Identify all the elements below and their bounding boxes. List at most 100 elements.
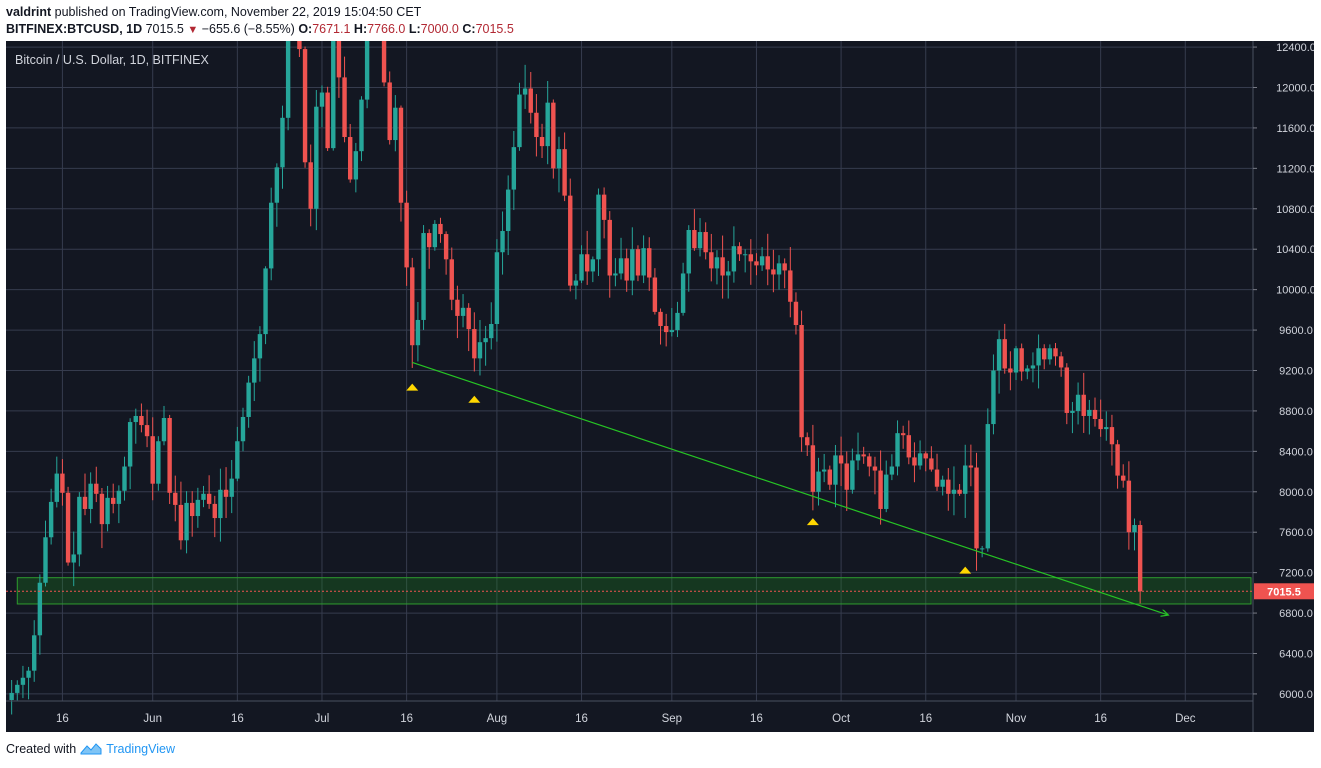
candle bbox=[613, 258, 618, 287]
candle bbox=[1002, 323, 1007, 374]
candle-body bbox=[1058, 356, 1064, 368]
candle-body bbox=[240, 416, 246, 442]
candle bbox=[201, 485, 206, 508]
candle bbox=[511, 130, 517, 211]
candle-body bbox=[1019, 348, 1024, 372]
y-tick-label: 10800.0 bbox=[1276, 204, 1314, 216]
candle-body bbox=[833, 455, 838, 485]
tradingview-brand[interactable]: TradingView bbox=[106, 742, 175, 756]
x-tick-label: Nov bbox=[1006, 713, 1027, 725]
candle-body bbox=[477, 342, 483, 359]
y-tick-label: 7600.0 bbox=[1279, 527, 1313, 539]
candle-body bbox=[32, 635, 37, 671]
candle bbox=[494, 239, 500, 342]
candle bbox=[900, 425, 906, 449]
candle bbox=[1109, 414, 1115, 466]
candle bbox=[1030, 352, 1036, 383]
candle bbox=[88, 472, 93, 524]
candle bbox=[127, 418, 133, 490]
marker-triangle-icon bbox=[959, 566, 972, 574]
candle-body bbox=[99, 493, 105, 525]
candle bbox=[235, 426, 240, 482]
candle-body bbox=[912, 457, 917, 466]
candle-body bbox=[675, 312, 680, 331]
candle bbox=[1058, 351, 1064, 377]
price-change: −655.6 (−8.55%) bbox=[201, 22, 295, 36]
candle-body bbox=[979, 548, 985, 550]
candle-body bbox=[443, 234, 449, 260]
candle bbox=[331, 24, 336, 151]
author-name[interactable]: valdrint bbox=[6, 5, 52, 19]
candle bbox=[190, 491, 195, 537]
candle-body bbox=[658, 311, 663, 327]
close-value: 7015.5 bbox=[475, 22, 514, 36]
candle bbox=[116, 485, 122, 524]
candle bbox=[173, 475, 178, 522]
candle bbox=[26, 666, 31, 700]
candle-body bbox=[393, 107, 398, 141]
candle-body bbox=[421, 233, 426, 320]
candle-body bbox=[455, 299, 460, 316]
candle bbox=[641, 235, 646, 284]
candle-body bbox=[635, 249, 641, 276]
candle-body bbox=[342, 77, 347, 138]
candle-body bbox=[43, 537, 48, 583]
candle-body bbox=[731, 246, 737, 272]
candle bbox=[449, 247, 454, 311]
candle-body bbox=[206, 493, 212, 504]
candle bbox=[912, 442, 917, 483]
candle bbox=[54, 456, 59, 508]
symbol-label: BITFINEX:BTCUSD, 1D bbox=[6, 22, 143, 36]
candle-body bbox=[466, 307, 471, 330]
candle-body bbox=[534, 112, 539, 138]
candle bbox=[720, 235, 725, 299]
y-tick-label: 6800.0 bbox=[1279, 608, 1313, 620]
candle-body bbox=[1002, 339, 1007, 369]
chart-title: Bitcoin / U.S. Dollar, 1D, BITFINEX bbox=[15, 53, 209, 67]
x-tick-label: Jul bbox=[315, 713, 330, 725]
marker-triangle-icon bbox=[406, 383, 419, 391]
candle bbox=[607, 211, 612, 298]
candle bbox=[20, 665, 26, 699]
candle-body bbox=[867, 456, 872, 467]
candle-body bbox=[1137, 525, 1143, 592]
candle bbox=[1137, 520, 1143, 604]
candle-body bbox=[257, 334, 263, 359]
candlestick-chart[interactable]: 6000.0 6400.0 6800.0 7200.0 7600.0 8000.0 8400… bbox=[6, 0, 1316, 732]
y-tick-label: 9600.0 bbox=[1279, 325, 1313, 337]
candle-body bbox=[353, 151, 359, 180]
candle bbox=[252, 341, 257, 402]
candle-body bbox=[850, 460, 855, 490]
candle-body bbox=[472, 329, 477, 359]
time-axis[interactable]: 16 Jun 16 Jul 16 Aug 16 Sep 16 Oct 16 Nov 16 Dec bbox=[56, 713, 1196, 725]
candle-body bbox=[173, 492, 178, 505]
candle-body bbox=[776, 263, 782, 275]
x-tick-label: Oct bbox=[832, 713, 851, 725]
y-tick-label: 8000.0 bbox=[1279, 487, 1313, 499]
candle bbox=[1070, 401, 1075, 434]
price-axis[interactable]: 6000.0 6400.0 6800.0 7200.0 7600.0 8000.0 8400… bbox=[1253, 42, 1316, 701]
candle bbox=[257, 326, 263, 382]
candle bbox=[432, 220, 438, 251]
candle-body bbox=[37, 582, 43, 636]
candle-body bbox=[799, 325, 804, 438]
candle bbox=[850, 448, 855, 494]
candle-body bbox=[449, 259, 454, 300]
candle-body bbox=[844, 463, 849, 490]
candle bbox=[838, 436, 844, 487]
candle-body bbox=[302, 49, 308, 163]
candle bbox=[979, 545, 985, 558]
candle bbox=[387, 71, 392, 145]
candle-body bbox=[20, 677, 26, 685]
candle-body bbox=[116, 490, 122, 504]
chart-area[interactable]: 6000.0 6400.0 6800.0 7200.0 7600.0 8000.0 8400… bbox=[6, 0, 1316, 732]
candle-body bbox=[929, 458, 934, 470]
candle bbox=[731, 226, 737, 283]
candle-body bbox=[212, 503, 217, 519]
candle bbox=[957, 484, 962, 496]
candle-body bbox=[1013, 348, 1019, 373]
candle bbox=[144, 409, 150, 448]
candle bbox=[754, 253, 759, 276]
candle-body bbox=[1030, 365, 1036, 369]
candle-body bbox=[494, 252, 500, 325]
